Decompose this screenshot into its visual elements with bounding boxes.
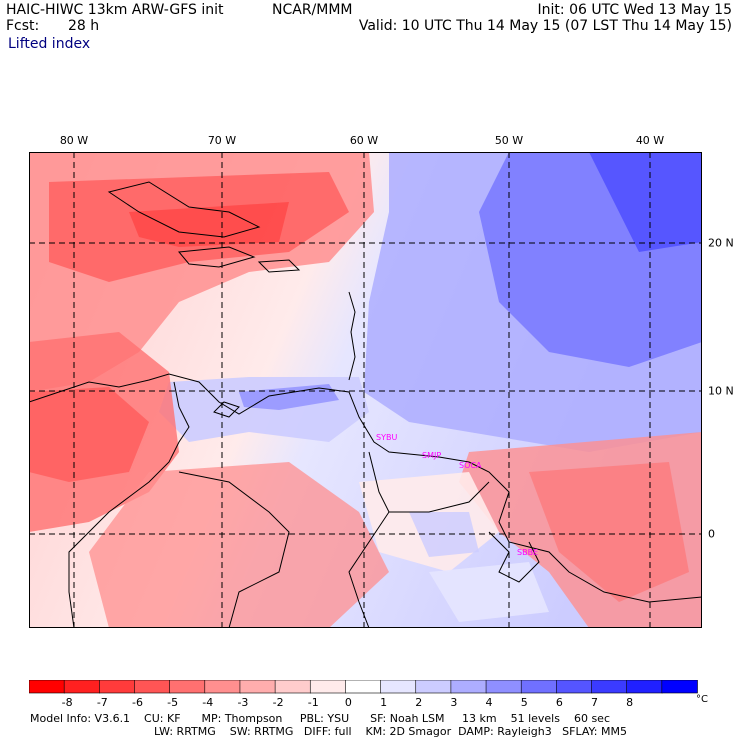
lifted-index-map: SYBU SMJP SOCA SBBE [29, 152, 702, 628]
colorbar-tick-label: -4 [202, 696, 214, 709]
lat-label-20n: 20 N [708, 236, 734, 250]
colorbar-tick-label: -6 [131, 696, 143, 709]
colorbar-swatch [661, 680, 698, 694]
footer-line-2: LW: RRTMG SW: RRTMG DIFF: full KM: 2D Sm… [154, 725, 627, 738]
colorbar-unit: °C [696, 694, 708, 705]
colorbar-swatch [169, 680, 206, 694]
colorbar-tick-label: 0 [344, 696, 352, 709]
colorbar-tick-label: -1 [307, 696, 319, 709]
lon-label-50w: 50 W [494, 134, 524, 147]
colorbar-swatch [134, 680, 171, 694]
colorbar [29, 680, 698, 694]
colorbar-swatch [591, 680, 628, 694]
colorbar-swatch [99, 680, 136, 694]
colorbar-tick-label: 3 [450, 696, 458, 709]
colorbar-tick-label: -7 [96, 696, 108, 709]
colorbar-swatch [450, 680, 487, 694]
unstable-region-amazon [89, 462, 389, 628]
colorbar-swatch [29, 680, 65, 694]
colorbar-tick-label: -5 [167, 696, 179, 709]
colorbar-tick-label: -8 [61, 696, 73, 709]
grid-lines [29, 152, 702, 628]
stable-band-coast [159, 377, 369, 442]
colorbar-swatch [485, 680, 523, 694]
map-frame [29, 152, 702, 628]
colorbar-tick-label: 1 [380, 696, 388, 709]
colorbar-swatch [63, 680, 101, 694]
init-time: Init: 06 UTC Wed 13 May 15 [537, 2, 732, 18]
lon-label-40w: 40 W [635, 134, 665, 147]
colorbar-tick-label: 2 [415, 696, 423, 709]
lat-label-0: 0 [708, 527, 715, 541]
lon-label-60w: 60 W [349, 134, 379, 147]
lon-label-70w: 70 W [207, 134, 237, 147]
colorbar-tick-label: -2 [272, 696, 284, 709]
lon-label-80w: 80 W [59, 134, 89, 147]
colorbar-swatch [309, 680, 347, 694]
colorbar-swatch [345, 680, 382, 694]
lat-label-10n: 10 N [708, 384, 734, 398]
fcst-label: Fcst: [6, 18, 40, 34]
colorbar-tick-label: 4 [485, 696, 493, 709]
colorbar-swatch [274, 680, 312, 694]
colorbar-tick-label: -3 [237, 696, 249, 709]
colorbar-tick-label: 5 [520, 696, 528, 709]
colorbar-swatch [556, 680, 593, 694]
colorbar-swatch [520, 680, 558, 694]
station-sbbe: SBBE [517, 548, 538, 557]
colorbar-swatch [239, 680, 276, 694]
fcst-value: 28 h [68, 18, 100, 34]
colorbar-tick-label: 6 [555, 696, 563, 709]
station-sybu: SYBU [376, 433, 397, 442]
footer-line-1: Model Info: V3.6.1 CU: KF MP: Thompson P… [30, 712, 610, 725]
colorbar-swatch [204, 680, 241, 694]
station-smjp: SMJP [422, 451, 441, 460]
colorbar-tick-label: 7 [591, 696, 599, 709]
colorbar-tick-label: 8 [626, 696, 634, 709]
coastlines [29, 181, 702, 628]
valid-time: Valid: 10 UTC Thu 14 May 15 (07 LST Thu … [358, 18, 732, 34]
colorbar-swatch [626, 680, 663, 694]
model-title: HAIC-HIWC 13km ARW-GFS init [6, 2, 224, 18]
org-label: NCAR/MMM [272, 2, 353, 18]
colorbar-swatch [380, 680, 417, 694]
station-soca: SOCA [459, 461, 482, 470]
field-name: Lifted index [8, 36, 91, 52]
colorbar-swatch [415, 680, 452, 694]
